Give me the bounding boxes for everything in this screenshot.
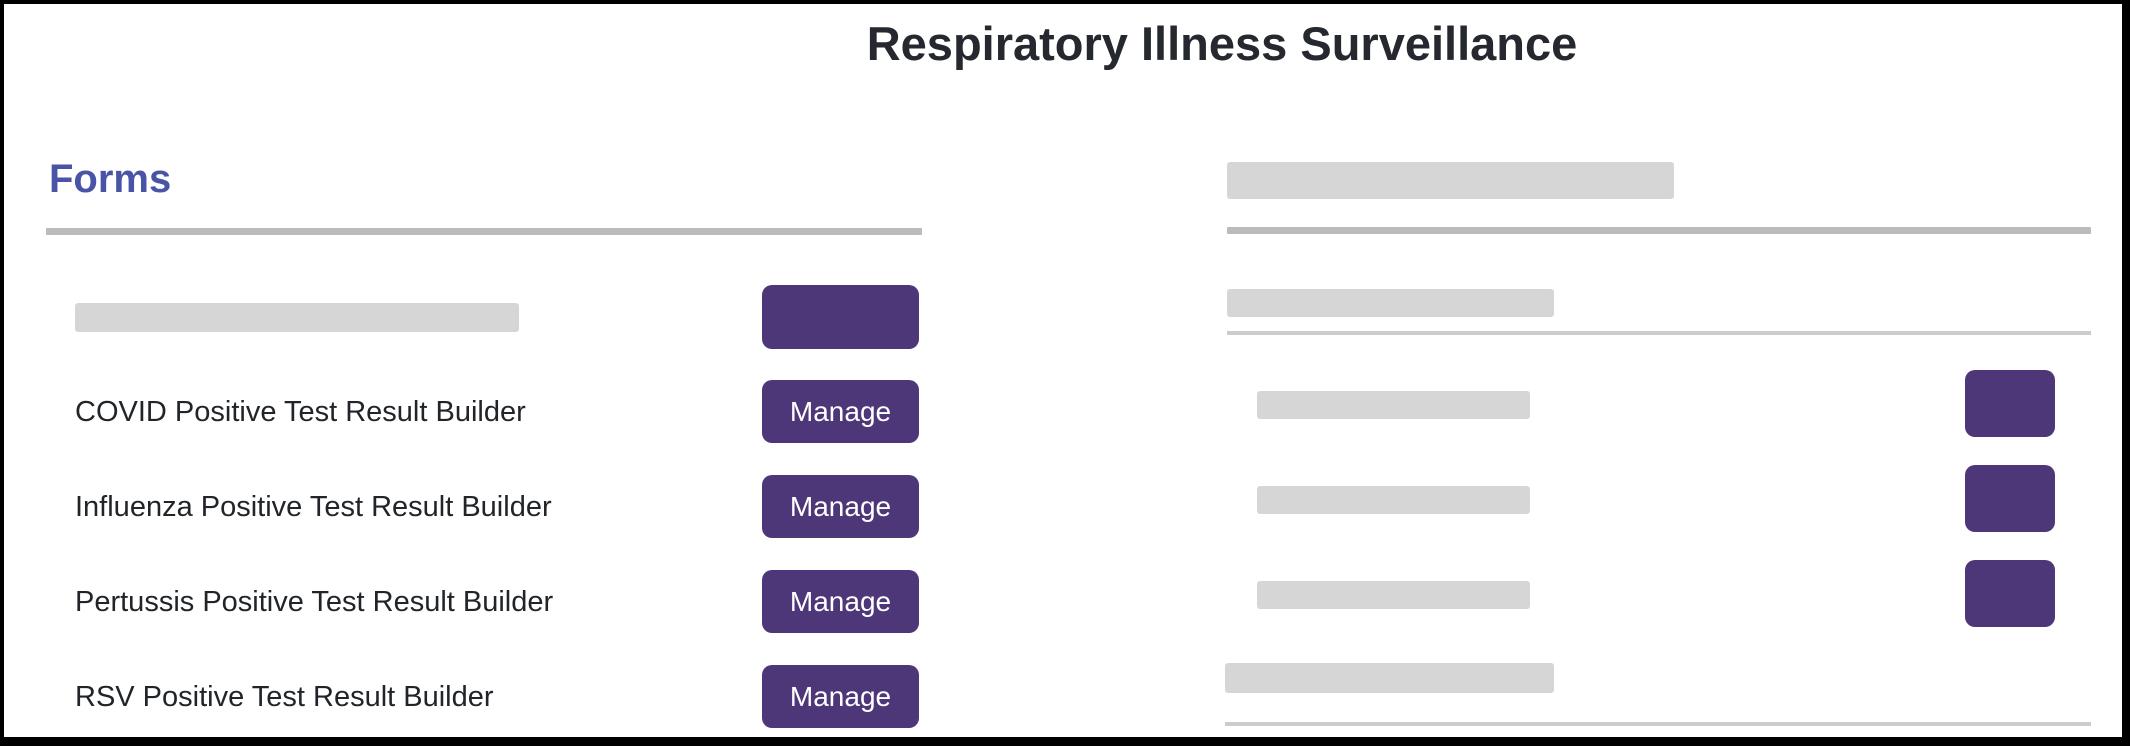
manage-button-loading[interactable] [762,285,919,349]
form-row-label: RSV Positive Test Result Builder [75,681,494,713]
skeleton-action-button[interactable] [1965,465,2055,532]
skeleton-item-label [1257,581,1530,609]
skeleton-section-heading [1227,162,1674,199]
manage-button[interactable]: Manage [762,570,919,633]
manage-button[interactable]: Manage [762,380,919,443]
forms-section-heading: Forms [49,157,172,201]
skeleton-item-label [1257,486,1530,514]
page-title: Respiratory Illness Surveillance [866,17,1578,70]
skeleton-subsection-title [1227,289,1554,317]
skeleton-action-button[interactable] [1965,560,2055,627]
page-body: Respiratory Illness Surveillance Forms C… [4,4,2122,737]
skeleton-form-label [75,303,519,332]
skeleton-action-button[interactable] [1965,370,2055,437]
skeleton-subsection-title [1225,663,1554,693]
skeleton-item-label [1257,391,1530,419]
skeleton-subsection-divider [1225,722,2091,726]
manage-button[interactable]: Manage [762,475,919,538]
form-row-label: Influenza Positive Test Result Builder [75,491,552,523]
manage-button[interactable]: Manage [762,665,919,728]
skeleton-subsection-divider [1227,331,2091,335]
form-row-label: Pertussis Positive Test Result Builder [75,586,554,618]
forms-heading-divider [46,228,922,235]
form-row-label: COVID Positive Test Result Builder [75,396,526,428]
skeleton-heading-divider [1227,227,2091,234]
